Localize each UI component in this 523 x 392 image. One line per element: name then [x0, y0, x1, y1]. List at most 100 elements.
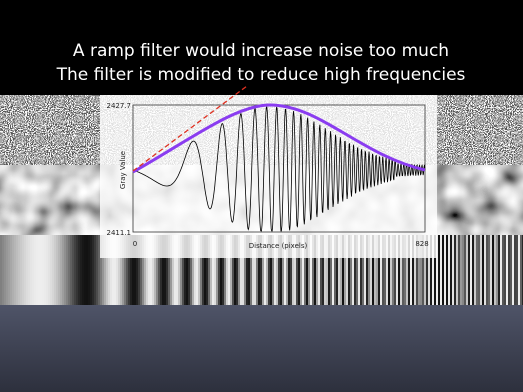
grating-stripe [500, 235, 502, 305]
grating-stripe [502, 235, 504, 305]
grating-stripe [448, 235, 450, 305]
x-left-label: 0 [133, 240, 137, 248]
grating-stripe [96, 235, 98, 305]
grating-stripe [42, 235, 44, 305]
grating-stripe [516, 235, 518, 305]
grating-stripe [52, 235, 54, 305]
grating-stripe [22, 235, 24, 305]
grating-stripe [90, 235, 92, 305]
grating-stripe [0, 235, 2, 305]
grating-stripe [454, 235, 456, 305]
grating-stripe [510, 235, 512, 305]
grating-stripe [2, 235, 4, 305]
grating-stripe [8, 235, 10, 305]
background [0, 305, 523, 392]
grating-stripe [458, 235, 460, 305]
page: A ramp filter would increase noise too m… [0, 0, 523, 392]
grating-stripe [482, 235, 484, 305]
grating-stripe [92, 235, 94, 305]
grating-stripe [514, 235, 516, 305]
grating-stripe [56, 235, 58, 305]
grating-stripe [50, 235, 52, 305]
grating-stripe [462, 235, 464, 305]
grating-stripe [46, 235, 48, 305]
grating-stripe [468, 235, 470, 305]
grating-stripe [512, 235, 514, 305]
grating-stripe [60, 235, 62, 305]
grating-stripe [472, 235, 474, 305]
grating-stripe [70, 235, 72, 305]
grating-stripe [504, 235, 506, 305]
grating-stripe [518, 235, 520, 305]
x-right-label: 828 [415, 240, 428, 248]
grating-stripe [98, 235, 100, 305]
grating-stripe [66, 235, 68, 305]
grating-stripe [94, 235, 96, 305]
grating-stripe [450, 235, 452, 305]
grating-stripe [480, 235, 482, 305]
grating-stripe [72, 235, 74, 305]
y-axis-label: Gray Value [119, 151, 127, 189]
grating-stripe [520, 235, 522, 305]
grating-stripe [478, 235, 480, 305]
grating-stripe [486, 235, 488, 305]
grating-stripe [64, 235, 66, 305]
grating-stripe [20, 235, 22, 305]
grating-stripe [16, 235, 18, 305]
grating-stripe [492, 235, 494, 305]
grating-stripe [6, 235, 8, 305]
grating-stripe [76, 235, 78, 305]
grating-stripe [38, 235, 40, 305]
grating-stripe [474, 235, 476, 305]
grating-stripe [466, 235, 468, 305]
grating-stripe [82, 235, 84, 305]
grating-stripe [484, 235, 486, 305]
grating-stripe [464, 235, 466, 305]
grating-stripe [444, 235, 446, 305]
grating-stripe [84, 235, 86, 305]
grating-stripe [12, 235, 14, 305]
grating-stripe [14, 235, 16, 305]
plot-panel [100, 95, 437, 258]
grating-stripe [34, 235, 36, 305]
grating-stripe [494, 235, 496, 305]
grating-stripe [496, 235, 498, 305]
grating-stripe [80, 235, 82, 305]
grating-stripe [442, 235, 444, 305]
grating-stripe [490, 235, 492, 305]
grating-stripe [44, 235, 46, 305]
grating-stripe [68, 235, 70, 305]
grating-stripe [476, 235, 478, 305]
grating-stripe [36, 235, 38, 305]
grating-stripe [452, 235, 454, 305]
title-line: A ramp filter would increase noise too m… [73, 41, 449, 61]
grating-stripe [438, 235, 440, 305]
grating-stripe [40, 235, 42, 305]
grating-stripe [4, 235, 6, 305]
slide: A ramp filter would increase noise too m… [0, 0, 523, 392]
grating-stripe [62, 235, 64, 305]
grating-stripe [470, 235, 472, 305]
y-bottom-label: 2411.1 [107, 229, 132, 237]
grating-stripe [30, 235, 32, 305]
grating-stripe [28, 235, 30, 305]
grating-stripe [440, 235, 442, 305]
title-line: The filter is modified to reduce high fr… [56, 65, 466, 85]
y-top-label: 2427.7 [107, 102, 132, 110]
grating-stripe [10, 235, 12, 305]
grating-stripe [24, 235, 26, 305]
grating-stripe [498, 235, 500, 305]
grating-stripe [26, 235, 28, 305]
grating-stripe [506, 235, 508, 305]
grating-stripe [88, 235, 90, 305]
x-axis-label: Distance (pixels) [249, 242, 308, 250]
grating-stripe [460, 235, 462, 305]
grating-stripe [48, 235, 50, 305]
grating-stripe [508, 235, 510, 305]
grating-stripe [58, 235, 60, 305]
grating-stripe [32, 235, 34, 305]
grating-stripe [456, 235, 458, 305]
grating-stripe [54, 235, 56, 305]
grating-stripe [488, 235, 490, 305]
grating-stripe [446, 235, 448, 305]
